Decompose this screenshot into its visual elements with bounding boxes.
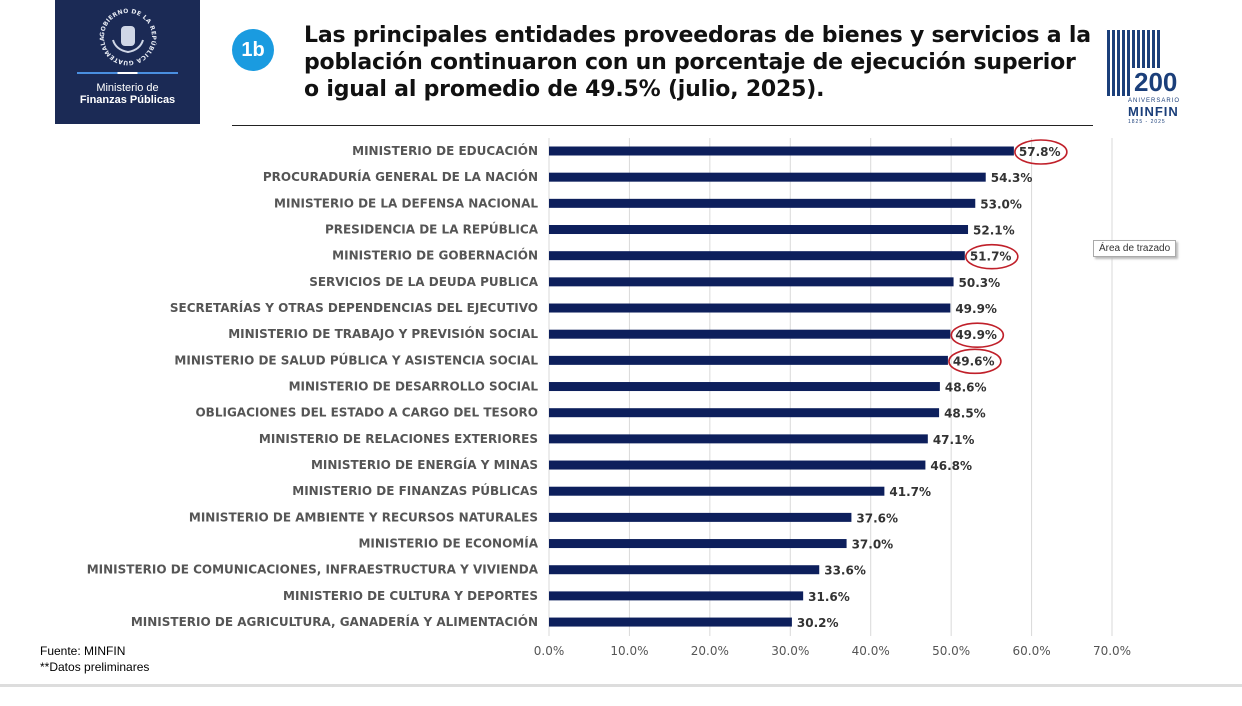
- data-label: 30.2%: [797, 616, 839, 630]
- title-divider: [232, 125, 1093, 126]
- bar: [549, 460, 926, 470]
- data-label: 54.3%: [991, 171, 1033, 185]
- flag-stripe: [77, 72, 178, 74]
- bar: [549, 434, 928, 444]
- x-tick-label: 0.0%: [534, 644, 565, 658]
- highlight-circle: [1014, 139, 1068, 165]
- data-label: 41.7%: [889, 485, 931, 499]
- anniversary-logo: 200 ANIVERSARIO MINFIN 1825 - 2025: [1104, 28, 1194, 126]
- logo-line2: Finanzas Públicas: [79, 94, 176, 106]
- slide-title: Las principales entidades proveedoras de…: [304, 23, 1091, 102]
- data-label: 37.0%: [852, 538, 894, 552]
- ministry-logo: GOBIERNO DE LA REPÚBLICA GUATEMALA Minis…: [55, 0, 200, 124]
- bar: [549, 172, 986, 182]
- data-label: 57.8%: [1019, 145, 1061, 159]
- category-label: MINISTERIO DE RELACIONES EXTERIORES: [259, 432, 538, 446]
- highlight-circle: [950, 322, 1005, 348]
- category-label: MINISTERIO DE FINANZAS PÚBLICAS: [292, 483, 538, 498]
- category-label: MINISTERIO DE AMBIENTE Y RECURSOS NATURA…: [189, 510, 538, 524]
- data-label: 52.1%: [973, 224, 1015, 238]
- logo-line1: Ministerio de: [96, 82, 159, 94]
- x-tick-label: 40.0%: [852, 644, 890, 658]
- category-label: SERVICIOS DE LA DEUDA PUBLICA: [309, 275, 539, 289]
- anniversary-brand: MINFIN: [1128, 104, 1179, 119]
- source-note: Fuente: MINFIN: [40, 644, 126, 658]
- bar: [549, 382, 940, 392]
- bar: [549, 198, 976, 208]
- data-label: 50.3%: [959, 276, 1001, 290]
- category-label: SECRETARÍAS Y OTRAS DEPENDENCIAS DEL EJE…: [170, 300, 538, 315]
- anniversary-label: ANIVERSARIO: [1128, 98, 1181, 104]
- highlight-circle: [965, 243, 1019, 270]
- bar: [549, 565, 820, 575]
- data-label: 33.6%: [824, 564, 866, 578]
- bar: [549, 486, 885, 496]
- category-label: PRESIDENCIA DE LA REPÚBLICA: [325, 222, 539, 237]
- category-label: MINISTERIO DE GOBERNACIÓN: [332, 248, 538, 263]
- bar: [549, 617, 792, 627]
- anniversary-number: 200: [1132, 67, 1180, 97]
- preliminary-note: **Datos preliminares: [40, 660, 150, 674]
- x-tick-label: 10.0%: [610, 644, 648, 658]
- data-label: 49.9%: [955, 302, 997, 316]
- data-label: 46.8%: [930, 459, 972, 473]
- category-label: MINISTERIO DE COMUNICACIONES, INFRAESTRU…: [87, 563, 539, 577]
- category-label: MINISTERIO DE TRABAJO Y PREVISIÓN SOCIAL: [228, 326, 538, 341]
- x-tick-label: 20.0%: [691, 644, 729, 658]
- bar: [549, 408, 940, 418]
- bar: [549, 303, 951, 313]
- bar: [549, 512, 852, 522]
- anniversary-years: 1825 - 2025: [1128, 119, 1166, 125]
- data-label: 51.7%: [970, 250, 1012, 264]
- category-label: MINISTERIO DE EDUCACIÓN: [352, 143, 538, 158]
- category-label: OBLIGACIONES DEL ESTADO A CARGO DEL TESO…: [195, 406, 538, 420]
- bar: [549, 251, 965, 261]
- slide-bottom-border: [0, 684, 1242, 687]
- category-label: MINISTERIO DE AGRICULTURA, GANADERÍA Y A…: [131, 614, 538, 629]
- category-label: MINISTERIO DE SALUD PÚBLICA Y ASISTENCIA…: [174, 352, 538, 367]
- data-label: 48.6%: [945, 381, 987, 395]
- category-label: MINISTERIO DE CULTURA Y DEPORTES: [283, 589, 538, 603]
- bar: [549, 329, 951, 339]
- bar: [549, 355, 948, 365]
- bar: [549, 225, 969, 235]
- data-label: 49.6%: [953, 354, 995, 368]
- coat-of-arms-icon: GOBIERNO DE LA REPÚBLICA GUATEMALA: [98, 8, 156, 66]
- slide-number-badge: 1b: [232, 29, 274, 71]
- data-label: 49.9%: [955, 328, 997, 342]
- category-label: MINISTERIO DE DESARROLLO SOCIAL: [289, 380, 539, 394]
- bar: [549, 277, 954, 287]
- category-label: PROCURADURÍA GENERAL DE LA NACIÓN: [263, 169, 538, 184]
- data-label: 53.0%: [980, 197, 1022, 211]
- x-tick-label: 70.0%: [1093, 644, 1131, 658]
- data-label: 31.6%: [808, 590, 850, 604]
- category-label: MINISTERIO DE ECONOMÍA: [358, 536, 538, 551]
- x-tick-label: 30.0%: [771, 644, 809, 658]
- bar: [549, 591, 804, 601]
- bar: [549, 539, 847, 549]
- plot-area-tooltip: Área de trazado: [1093, 240, 1177, 257]
- data-label: 37.6%: [856, 511, 898, 525]
- data-label: 47.1%: [933, 433, 975, 447]
- category-label: MINISTERIO DE LA DEFENSA NACIONAL: [274, 196, 538, 210]
- x-tick-label: 60.0%: [1013, 644, 1051, 658]
- category-label: MINISTERIO DE ENERGÍA Y MINAS: [311, 457, 538, 472]
- data-label: 48.5%: [944, 407, 986, 421]
- highlight-circle: [948, 348, 1002, 375]
- x-tick-label: 50.0%: [932, 644, 970, 658]
- bar: [549, 146, 1014, 156]
